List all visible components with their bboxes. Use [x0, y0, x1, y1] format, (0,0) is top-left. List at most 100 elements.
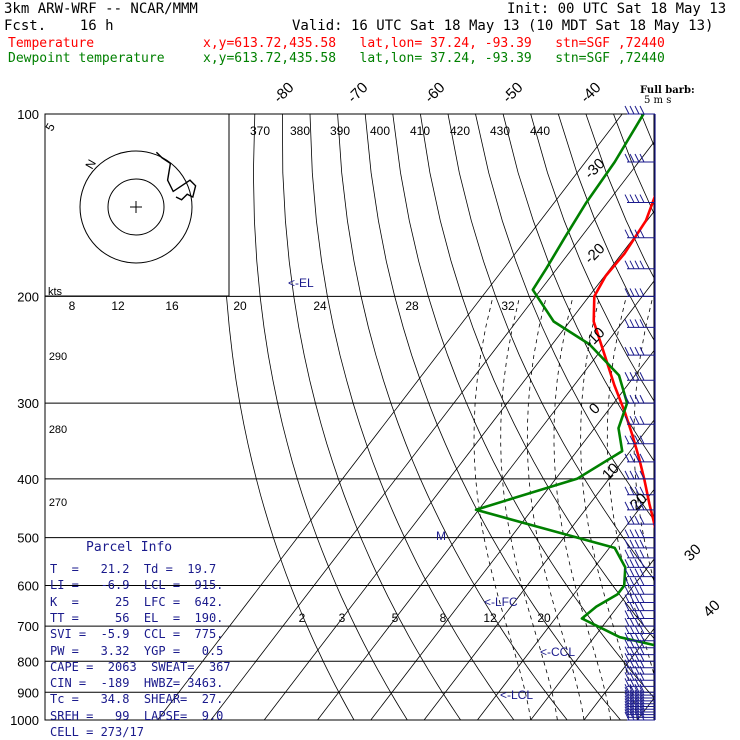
wind-barb — [624, 706, 655, 716]
parcel-info-row: K = 25 LFC = 642. — [50, 594, 224, 609]
wind-barb — [624, 319, 655, 328]
wind-barb — [624, 686, 655, 696]
dry-adiabat — [337, 114, 568, 720]
wind-barb — [624, 501, 655, 511]
pressure-tick-label: 200 — [17, 289, 39, 304]
moist-adiabat — [500, 296, 558, 720]
wind-barb — [624, 692, 655, 702]
parcel-info-row: Tc = 34.8 SHEAR= 27. — [50, 692, 224, 707]
wind-barb — [624, 684, 655, 693]
temperature-tick-label: 30 — [681, 541, 705, 565]
wind-barb — [624, 568, 655, 578]
wind-barb-note: Full barb: — [640, 85, 695, 96]
wind-barb — [624, 698, 655, 708]
speed-scale-label: 16 — [165, 299, 179, 313]
wind-barb — [624, 153, 655, 163]
pressure-tick-label: 300 — [17, 396, 39, 411]
dry-adiabat — [282, 114, 461, 720]
wind-barb — [624, 709, 655, 718]
parcel-info-row: CAPE = 2063 SWEAT= 367 — [50, 659, 231, 674]
level-marker-lfc: <-LFC — [484, 595, 518, 609]
isotherm-line — [157, 114, 623, 720]
wind-barb — [624, 486, 655, 496]
dry-adiabat — [502, 114, 654, 462]
pressure-tick-label: 500 — [17, 531, 39, 546]
wind-barb — [624, 602, 655, 612]
theta-side-label: 270 — [49, 497, 67, 509]
temperature-tick-label: -10 — [581, 324, 608, 351]
wind-barb — [624, 625, 655, 635]
forecast-hour: Fcst. 16 h — [4, 18, 114, 34]
wind-barb-units: 5 m s — [644, 95, 672, 106]
level-marker-lcl: <-LCL — [500, 688, 533, 702]
theta-side-label: 280 — [49, 424, 67, 436]
wind-barb — [624, 515, 655, 525]
theta-label: 400 — [370, 124, 390, 138]
hodograph-frame — [44, 113, 230, 297]
wind-barb — [624, 549, 655, 559]
theta-label: 410 — [410, 124, 430, 138]
pressure-tick-label: 100 — [17, 107, 39, 122]
dry-adiabat — [640, 114, 654, 147]
dry-adiabat — [669, 114, 740, 720]
dewpoint-profile — [474, 114, 654, 647]
level-marker-el: <-EL — [288, 276, 314, 290]
theta-side-label: 290 — [49, 351, 67, 363]
dry-adiabat — [364, 114, 621, 720]
init-time: Init: 00 UTC Sat 18 May 13 — [507, 1, 727, 17]
temperature-tick-label: -40 — [577, 79, 604, 106]
mixing-ratio-label: 20 — [537, 611, 551, 625]
temperature-tick-label: -70 — [344, 79, 371, 106]
level-marker-mark: M — [436, 529, 446, 543]
dry-adiabat — [447, 114, 654, 580]
valid-time: Valid: 16 UTC Sat 18 May 13 (10 MDT Sat … — [292, 18, 714, 34]
model-title: 3km ARW-WRF -- NCAR/MMM — [4, 1, 198, 17]
pressure-tick-label: 800 — [17, 654, 39, 669]
level-marker-ccl: <-CCL — [540, 645, 575, 659]
isotherm-line — [691, 114, 740, 720]
parcel-info-row: PW = 3.32 YGP = 0.5 — [50, 643, 224, 658]
parcel-info-row: SREH = 99 LAPSE= 9.0 — [50, 708, 224, 723]
speed-scale-label: 24 — [313, 299, 327, 313]
pressure-tick-label: 400 — [17, 472, 39, 487]
dry-adiabat — [585, 114, 654, 279]
hodograph-units: kts — [48, 286, 63, 298]
isotherm-line — [263, 210, 654, 720]
pressure-tick-label: 700 — [17, 619, 39, 634]
temperature-tick-label: -60 — [421, 79, 448, 106]
temperature-location: x,y=613.72,435.58 lat,lon= 37.24, -93.39… — [203, 36, 665, 51]
isotherm-line — [583, 628, 654, 720]
wind-barb — [624, 711, 655, 721]
moist-adiabat — [473, 296, 532, 720]
theta-label: 390 — [330, 124, 350, 138]
dry-adiabat — [475, 114, 654, 521]
pressure-tick-label: 900 — [17, 685, 39, 700]
dry-adiabat — [696, 114, 740, 720]
isotherm-line — [370, 349, 654, 720]
wind-barb — [624, 435, 655, 445]
isotherm-line — [317, 280, 654, 720]
dry-adiabat — [392, 114, 654, 699]
dry-adiabat — [530, 114, 654, 402]
parcel-info-row: LI = -6.9 LCL = 915. — [50, 578, 224, 593]
isotherm-line — [477, 488, 654, 720]
wind-barb — [624, 470, 655, 480]
isotherm-line — [530, 558, 654, 720]
wind-barb — [624, 594, 655, 604]
speed-scale-label: 8 — [69, 299, 76, 313]
hodograph-trace — [155, 151, 197, 201]
isotherm-line — [210, 141, 654, 720]
dry-adiabat — [252, 114, 408, 720]
dry-adiabat — [223, 114, 355, 720]
speed-scale-label: 28 — [405, 299, 419, 313]
parcel-info-row: CELL = 273/17 — [50, 725, 144, 739]
parcel-info-row: SVI = -5.9 CCL = 775. — [50, 627, 224, 642]
moist-adiabat — [661, 296, 718, 720]
temperature-tick-label: -50 — [499, 79, 526, 106]
wind-barb — [624, 559, 655, 568]
mixing-ratio-label: 12 — [483, 611, 497, 625]
temperature-tick-label: -80 — [270, 79, 297, 106]
mixing-ratio-label: 2 — [299, 611, 306, 625]
dry-adiabat — [724, 114, 740, 720]
